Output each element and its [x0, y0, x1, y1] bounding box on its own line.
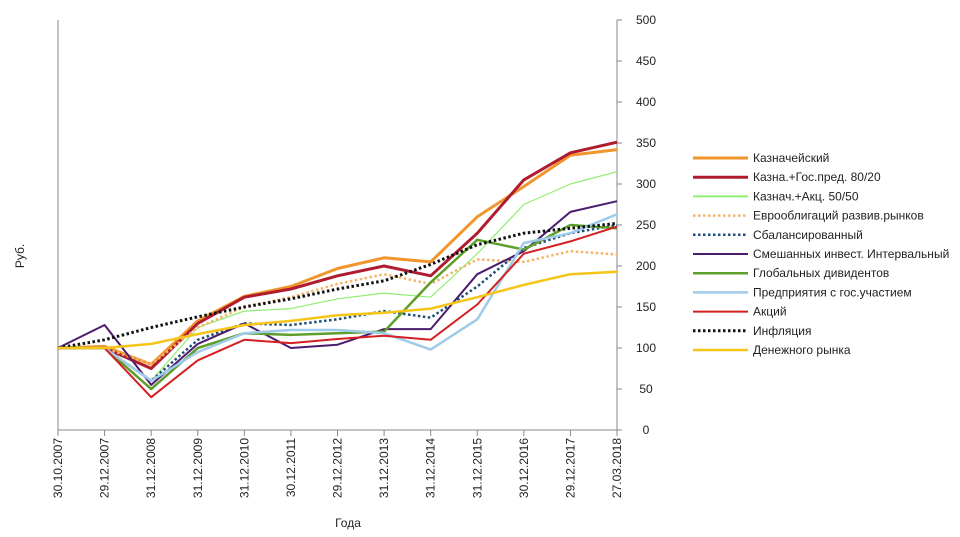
x-tick-label: 30.12.2016: [517, 438, 531, 498]
y-tick-label: 400: [636, 95, 656, 109]
legend-label: Казнач.+Акц. 50/50: [753, 189, 859, 203]
legend: Казначейский Казна.+Гос.пред. 80/20 Казнач…: [693, 151, 949, 357]
legend-label: Казначейский: [753, 151, 829, 165]
y-tick-label: 300: [636, 177, 656, 191]
x-tick-label: 29.12.2017: [563, 438, 577, 498]
x-tick-label: 31.12.2014: [424, 438, 438, 498]
y-tick-label: 350: [636, 136, 656, 150]
y-axis: 0 50 100 150 200 250 300 350 400 450 500: [617, 13, 656, 437]
y-tick-label: 0: [643, 423, 650, 437]
legend-label: Глобальных дивидентов: [753, 266, 889, 280]
x-tick-label: 30.10.2007: [51, 438, 65, 498]
series-line-9: [58, 225, 618, 399]
legend-label: Еврооблигаций развив.рынков: [753, 209, 924, 223]
legend-label: Инфляция: [753, 324, 811, 338]
series-line-8: [58, 213, 618, 383]
y-tick-label: 100: [636, 341, 656, 355]
legend-label: Акций: [753, 305, 787, 319]
x-axis-title: Года: [335, 516, 361, 530]
x-tick-label: 27.03.2018: [610, 438, 624, 498]
legend-label: Сбалансированный: [753, 228, 863, 242]
x-axis: 30.10.2007 29.12.2007 31.12.2008 31.12.2009…: [51, 430, 624, 498]
series-line-2: [58, 140, 618, 370]
x-tick-label: 29.12.2012: [331, 438, 345, 498]
x-tick-label: 31.12.2008: [144, 438, 158, 498]
legend-label: Денежного рынка: [753, 343, 851, 357]
legend-label: Казна.+Гос.пред. 80/20: [753, 170, 881, 184]
y-tick-label: 250: [636, 218, 656, 232]
y-tick-label: 200: [636, 259, 656, 273]
legend-label: Смешанных инвест. Интервальный: [753, 247, 949, 261]
y-tick-label: 500: [636, 13, 656, 27]
series-line-7: [58, 223, 618, 391]
x-tick-label: 31.12.2010: [237, 438, 251, 498]
legend-label: Предприятия с гос.участием: [753, 285, 912, 299]
x-tick-label: 30.12.2011: [284, 438, 298, 497]
x-tick-label: 31.12.2013: [377, 438, 391, 498]
series-line-4: [58, 249, 618, 366]
series-line-11: [58, 270, 618, 350]
y-axis-title: Руб.: [13, 244, 27, 268]
series-line-5: [58, 223, 618, 383]
x-tick-label: 29.12.2007: [98, 438, 112, 498]
y-tick-label: 150: [636, 300, 656, 314]
x-tick-label: 31.12.2009: [191, 438, 205, 498]
x-tick-label: 31.12.2015: [470, 438, 484, 498]
y-tick-label: 50: [639, 382, 653, 396]
series-line-6: [57, 200, 618, 386]
series-layer: [57, 140, 618, 399]
plot-frame: [57, 20, 618, 431]
series-line-10: [57, 221, 618, 350]
y-tick-label: 450: [636, 54, 656, 68]
